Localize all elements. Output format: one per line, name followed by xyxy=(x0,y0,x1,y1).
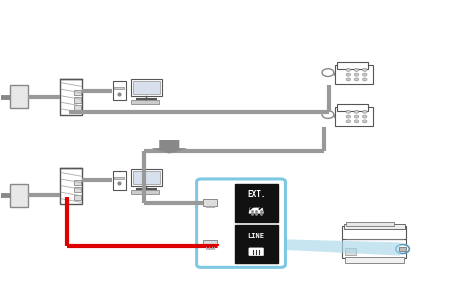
FancyBboxPatch shape xyxy=(206,247,214,249)
FancyBboxPatch shape xyxy=(113,81,126,100)
Circle shape xyxy=(362,78,367,81)
FancyBboxPatch shape xyxy=(74,90,81,95)
FancyBboxPatch shape xyxy=(114,87,124,89)
FancyBboxPatch shape xyxy=(74,105,81,110)
FancyBboxPatch shape xyxy=(60,169,82,204)
FancyBboxPatch shape xyxy=(399,247,406,251)
Circle shape xyxy=(354,120,359,123)
Circle shape xyxy=(346,120,351,123)
Polygon shape xyxy=(249,208,264,213)
Circle shape xyxy=(354,68,359,71)
Circle shape xyxy=(362,120,367,123)
FancyBboxPatch shape xyxy=(346,222,394,225)
FancyBboxPatch shape xyxy=(74,187,81,192)
Text: EXT.: EXT. xyxy=(247,190,266,199)
Polygon shape xyxy=(337,104,368,111)
Circle shape xyxy=(346,110,351,113)
FancyBboxPatch shape xyxy=(131,100,159,104)
FancyBboxPatch shape xyxy=(234,184,278,222)
FancyBboxPatch shape xyxy=(335,107,373,126)
FancyBboxPatch shape xyxy=(74,180,81,185)
FancyBboxPatch shape xyxy=(131,79,162,96)
Polygon shape xyxy=(337,62,368,69)
Text: LINE: LINE xyxy=(248,233,265,239)
Circle shape xyxy=(346,68,351,71)
FancyBboxPatch shape xyxy=(131,169,162,186)
FancyBboxPatch shape xyxy=(203,199,217,206)
FancyBboxPatch shape xyxy=(345,248,356,255)
Circle shape xyxy=(354,73,359,76)
Circle shape xyxy=(362,73,367,76)
Circle shape xyxy=(354,78,359,81)
FancyBboxPatch shape xyxy=(345,257,404,263)
Polygon shape xyxy=(281,239,400,256)
FancyBboxPatch shape xyxy=(74,194,81,200)
Circle shape xyxy=(346,115,351,118)
FancyBboxPatch shape xyxy=(249,248,264,256)
FancyBboxPatch shape xyxy=(342,239,406,258)
FancyBboxPatch shape xyxy=(203,240,217,247)
FancyBboxPatch shape xyxy=(10,184,27,207)
FancyBboxPatch shape xyxy=(114,177,124,179)
Polygon shape xyxy=(151,140,187,154)
Circle shape xyxy=(346,78,351,81)
Circle shape xyxy=(346,73,351,76)
Circle shape xyxy=(362,110,367,113)
FancyBboxPatch shape xyxy=(234,225,278,263)
Circle shape xyxy=(354,115,359,118)
Circle shape xyxy=(396,244,409,253)
FancyBboxPatch shape xyxy=(133,81,160,95)
FancyBboxPatch shape xyxy=(342,225,406,239)
FancyBboxPatch shape xyxy=(197,179,286,267)
Circle shape xyxy=(362,68,367,71)
FancyBboxPatch shape xyxy=(74,97,81,103)
Circle shape xyxy=(354,110,359,113)
FancyBboxPatch shape xyxy=(10,85,27,108)
FancyBboxPatch shape xyxy=(335,65,373,84)
FancyBboxPatch shape xyxy=(133,171,160,184)
Circle shape xyxy=(362,115,367,118)
FancyBboxPatch shape xyxy=(131,190,159,194)
FancyBboxPatch shape xyxy=(206,206,214,207)
FancyBboxPatch shape xyxy=(113,171,126,190)
FancyBboxPatch shape xyxy=(344,224,405,229)
FancyBboxPatch shape xyxy=(60,79,82,115)
